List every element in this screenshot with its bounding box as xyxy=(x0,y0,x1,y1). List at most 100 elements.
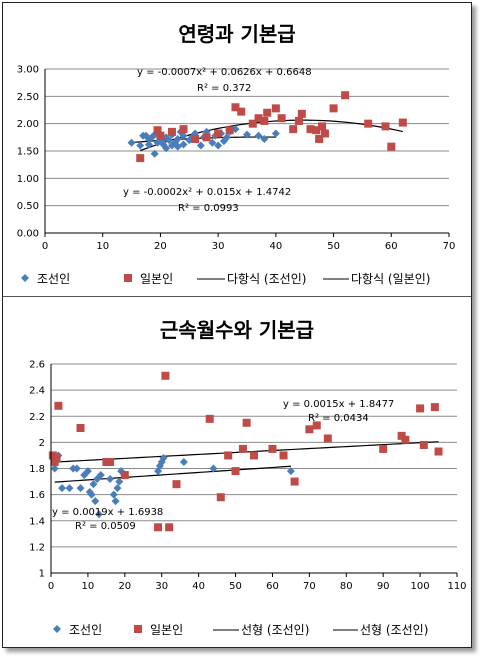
point-japanese xyxy=(398,118,407,127)
point-japanese xyxy=(312,126,321,135)
legend-label-korean: 조선인 xyxy=(37,272,70,286)
point-korean xyxy=(159,454,168,463)
trend-equation-upper: y = 0.0015x + 1.8477 xyxy=(283,399,394,410)
x-tick-label: 20 xyxy=(154,241,167,252)
point-japanese xyxy=(136,154,145,163)
point-korean xyxy=(87,490,96,499)
point-korean xyxy=(260,134,269,143)
point-korean xyxy=(154,467,163,476)
point-korean xyxy=(243,130,251,139)
point-japanese xyxy=(52,454,61,463)
x-tick-label: 70 xyxy=(303,581,316,592)
point-japanese xyxy=(254,114,263,123)
x-tick-label: 30 xyxy=(155,581,168,592)
point-korean xyxy=(113,484,122,493)
point-korean xyxy=(115,477,124,486)
point-korean xyxy=(91,497,100,506)
legend-label-lower-trend: 선형 (조선인) xyxy=(241,623,309,637)
y-tick-label: 0.00 xyxy=(17,229,39,240)
point-japanese xyxy=(401,435,410,444)
x-tick-label: 70 xyxy=(443,241,456,252)
trend-r2-lower: R² = 0.0509 xyxy=(75,521,136,532)
point-korean xyxy=(76,484,85,493)
point-japanese xyxy=(290,477,299,486)
point-korean xyxy=(179,457,188,466)
x-tick-label: 90 xyxy=(377,581,390,592)
point-japanese xyxy=(248,119,257,128)
trend-r2-upper: R² = 0.0434 xyxy=(308,413,369,424)
point-japanese xyxy=(260,116,269,125)
point-japanese xyxy=(54,401,63,410)
point-japanese xyxy=(379,444,388,453)
point-japanese xyxy=(277,114,286,123)
y-tick-label: 3.00 xyxy=(17,65,39,76)
point-japanese xyxy=(154,523,163,532)
x-tick-label: 80 xyxy=(340,581,353,592)
point-korean xyxy=(196,141,205,150)
x-tick-label: 0 xyxy=(42,241,48,252)
age-salary-chart: 연령과 기본급 0.00 0.50 1.00 1.50 2.00 2.50 3.00 0 10 2… xyxy=(17,22,456,286)
point-japanese xyxy=(305,425,314,434)
point-japanese xyxy=(153,126,162,135)
legend-marker-japanese xyxy=(134,625,142,633)
point-japanese xyxy=(205,414,214,423)
legend-marker-korean xyxy=(53,625,61,633)
point-japanese xyxy=(323,434,332,443)
point-japanese xyxy=(156,131,165,140)
legend-marker-japanese xyxy=(124,274,132,282)
x-tick-label: 60 xyxy=(266,581,279,592)
point-japanese xyxy=(341,91,350,100)
legend-label-japanese: 일본인 xyxy=(140,272,173,286)
point-korean xyxy=(150,149,159,158)
point-japanese xyxy=(237,107,246,116)
point-korean xyxy=(136,141,145,150)
trend-r2-korean: R² = 0.0993 xyxy=(178,203,239,214)
x-tick-label: 10 xyxy=(96,241,109,252)
legend: 조선인 일본인 선형 (조선인) 선형 (조선인) xyxy=(53,623,428,637)
point-japanese xyxy=(294,116,303,125)
legend-label-korean: 조선인 xyxy=(69,623,102,637)
point-japanese xyxy=(238,444,247,453)
point-japanese xyxy=(279,451,288,460)
point-japanese xyxy=(191,134,200,143)
point-japanese xyxy=(381,122,390,131)
y-tick-label: 1.6 xyxy=(29,490,45,501)
point-korean xyxy=(85,488,94,497)
point-japanese xyxy=(387,142,396,151)
point-japanese xyxy=(214,129,223,138)
point-japanese xyxy=(224,451,233,460)
x-tick-label: 40 xyxy=(269,241,282,252)
point-japanese xyxy=(271,104,280,113)
point-japanese xyxy=(216,493,225,502)
point-japanese xyxy=(430,403,439,412)
point-japanese xyxy=(268,444,277,453)
point-japanese xyxy=(202,133,211,142)
point-korean xyxy=(222,133,231,142)
trend-equation-japanese: y = -0.0007x² + 0.0626x + 0.6648 xyxy=(137,67,312,78)
y-tick-label: 1.50 xyxy=(17,147,39,158)
point-japanese xyxy=(165,523,174,532)
point-japanese xyxy=(434,447,443,456)
point-japanese xyxy=(250,451,258,460)
y-tick-label: 0.50 xyxy=(17,201,39,212)
y-tick-label: 1 xyxy=(39,569,45,580)
figure-frame: 연령과 기본급 0.00 0.50 1.00 1.50 2.00 2.50 3.00 0 10 2… xyxy=(2,2,472,648)
y-tick-label: 2.4 xyxy=(29,386,45,397)
y-tick-label: 2 xyxy=(39,438,45,449)
point-japanese xyxy=(242,418,251,427)
point-korean xyxy=(96,471,105,480)
legend: 조선인 일본인 다항식 (조선인) 다항식 (일본인) xyxy=(21,272,430,286)
point-korean xyxy=(94,510,103,519)
point-korean xyxy=(271,129,280,138)
point-japanese xyxy=(231,103,240,112)
legend-label-korean-trend: 다항식 (조선인) xyxy=(227,272,306,286)
trend-r2-japanese: R² = 0.372 xyxy=(197,83,251,94)
point-japanese xyxy=(179,125,188,134)
legend-label-upper-trend: 선형 (조선인) xyxy=(360,623,428,637)
point-korean xyxy=(179,140,188,149)
x-tick-label: 50 xyxy=(327,241,340,252)
point-korean xyxy=(72,464,81,473)
point-korean xyxy=(144,140,153,149)
x-tick-label: 0 xyxy=(48,581,54,592)
point-japanese xyxy=(312,421,321,430)
